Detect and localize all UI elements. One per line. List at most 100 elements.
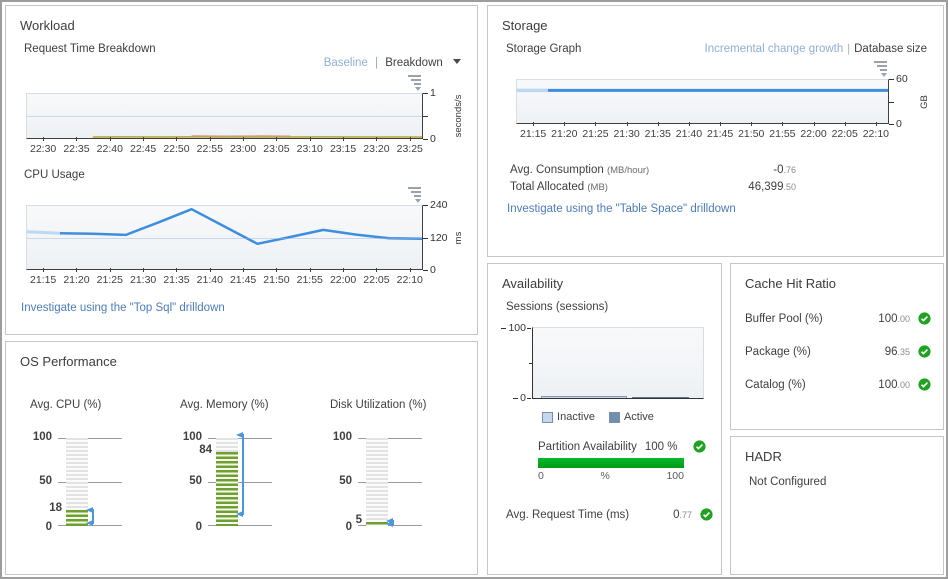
package-value: 96.35	[884, 345, 910, 358]
chart-options-icon[interactable]	[408, 75, 421, 91]
gauge-tick-line	[208, 482, 272, 483]
breakdown-link[interactable]: Breakdown	[385, 57, 443, 69]
gauge-bar	[366, 438, 388, 526]
database-size-link[interactable]: Database size	[854, 43, 927, 55]
gauge-tick-line	[58, 482, 122, 483]
os-performance-title: OS Performance	[20, 354, 117, 369]
chevron-down-icon	[415, 199, 421, 203]
x-tick-label: 22:30	[30, 137, 57, 155]
x-tick-label: 21:40	[675, 122, 703, 140]
request-time-breakdown-title: Request Time Breakdown	[24, 43, 156, 55]
hadr-status: Not Configured	[749, 476, 827, 488]
x-tick-label: 22:00	[800, 122, 827, 140]
y-max-label: 60	[889, 73, 908, 85]
gauge-tick-label: 50	[339, 475, 352, 487]
x-tick-label: 23:00	[229, 137, 257, 155]
check-icon	[918, 378, 931, 391]
cpu-usage-plot[interactable]	[26, 205, 423, 270]
availability-panel: Availability Sessions (sessions) 100 0 I…	[487, 263, 722, 575]
y-unit-label: ms	[453, 231, 464, 244]
x-tick-label: 23:20	[363, 137, 390, 155]
x-tick-label: 21:15	[30, 268, 57, 286]
check-icon	[918, 312, 931, 325]
partition-availability: Partition Availability 100 % 0 % 100	[538, 440, 707, 482]
gauge-tick-label: 0	[345, 521, 352, 533]
partition-scale: 0 % 100	[538, 470, 684, 482]
total-allocated-label: Total Allocated (MB)	[510, 181, 608, 193]
y-axis: 240 120 0 ms	[423, 199, 465, 276]
buffer-pool-value: 100.00	[878, 312, 910, 325]
storage-graph-title: Storage Graph	[506, 43, 582, 55]
cache-hit-ratio-panel: Cache Hit Ratio Buffer Pool (%) 100.00 P…	[730, 263, 944, 430]
y-min-label: 0	[513, 392, 531, 404]
session-bar-active	[632, 396, 689, 398]
gauge-range-marker-icon	[86, 507, 94, 527]
x-tick-label: 21:45	[706, 122, 734, 140]
gauge-tick-line	[58, 438, 122, 439]
x-tick-label: 22:10	[396, 268, 423, 286]
y-mid-label: 120	[423, 231, 448, 244]
storage-graph-chart: 60 0 GB 21:15 21:20 21:25 21:30 21:35 21:40 21…	[516, 61, 931, 140]
gauge-tick-line	[358, 438, 422, 439]
cpu-usage-chart: 240 120 0 ms 21:15 21:20 21:25 21:30 21:35 21…	[26, 187, 465, 286]
gauge-tick-label: 50	[39, 475, 52, 487]
x-tick-label: 21:20	[63, 268, 90, 286]
workload-panel-title: Workload	[20, 18, 75, 33]
gauge-value: 18	[49, 502, 62, 515]
x-tick-label: 21:35	[163, 268, 190, 286]
gauge-tick-label: 50	[189, 475, 202, 487]
legend-swatch	[608, 411, 620, 423]
x-tick-label: 21:55	[769, 122, 796, 140]
storage-panel-title: Storage	[502, 18, 548, 33]
sessions-chart: 100 0 Inactive Active	[501, 322, 704, 423]
gauge-value: 84	[199, 444, 212, 457]
check-icon	[693, 440, 707, 453]
gauge-value: 5	[355, 513, 362, 526]
x-tick-label: 21:15	[520, 122, 547, 140]
baseline-link[interactable]: Baseline	[323, 57, 368, 69]
incremental-change-growth-link[interactable]: Incremental change growth	[704, 43, 844, 55]
cpu-usage-title: CPU Usage	[24, 169, 85, 181]
package-label: Package (%)	[745, 345, 811, 358]
x-tick-label: 21:35	[644, 122, 671, 140]
gauge-avg-memory: Avg. Memory (%) 100 50 0 84	[168, 399, 318, 533]
chevron-down-icon[interactable]	[453, 59, 461, 64]
avg-consumption-value: -0.76	[773, 164, 796, 176]
gauge-fill	[366, 521, 388, 526]
partition-availability-bar	[538, 458, 684, 468]
legend-item: Inactive	[542, 411, 595, 423]
x-tick-label: 23:15	[329, 137, 357, 155]
gauge-label: Disk Utilization (%)	[330, 399, 427, 411]
gauge-tick-label: 0	[45, 521, 52, 533]
avg-request-time-label: Avg. Request Time (ms)	[506, 508, 630, 521]
y-min-label: 0	[423, 133, 436, 145]
gauge-label: Avg. Memory (%)	[180, 399, 269, 411]
x-tick-label: 22:05	[831, 122, 858, 140]
x-axis-labels: 21:15 21:20 21:25 21:30 21:35 21:40 21:45 21:50…	[520, 122, 889, 140]
gauge-range-marker-icon	[386, 517, 394, 528]
gauge-tick-label: 100	[182, 431, 202, 443]
gauge-bar	[66, 438, 88, 526]
gauge-disk-utilization: Disk Utilization (%) 100 50 0 5	[318, 399, 468, 533]
storage-graph-plot[interactable]	[516, 79, 889, 124]
x-tick-label: 21:50	[738, 122, 765, 140]
chart-options-icon[interactable]	[408, 187, 421, 203]
chevron-down-icon	[881, 73, 887, 77]
request-time-plot[interactable]	[26, 93, 423, 139]
gauge-fill	[66, 510, 88, 526]
link-separator: |	[847, 43, 851, 55]
legend-label: Inactive	[557, 411, 595, 423]
x-axis-labels: 21:15 21:20 21:25 21:30 21:35 21:40 21:45 21:50…	[30, 268, 423, 286]
x-tick-label: 21:50	[263, 268, 290, 286]
sessions-plot[interactable]	[529, 327, 704, 399]
sessions-title: Sessions (sessions)	[506, 301, 609, 313]
os-performance-panel: OS Performance Avg. CPU (%) 100 50 0 18 …	[5, 341, 478, 575]
gauge-tick-line	[208, 438, 272, 439]
chart-options-icon[interactable]	[874, 61, 887, 77]
table-space-drilldown-link[interactable]: Investigate using the "Table Space" dril…	[507, 203, 736, 215]
legend-item: Active	[608, 411, 654, 423]
x-tick-label: 21:45	[229, 268, 257, 286]
catalog-label: Catalog (%)	[745, 378, 806, 391]
top-sql-drilldown-link[interactable]: Investigate using the "Top Sql" drilldow…	[21, 302, 225, 314]
